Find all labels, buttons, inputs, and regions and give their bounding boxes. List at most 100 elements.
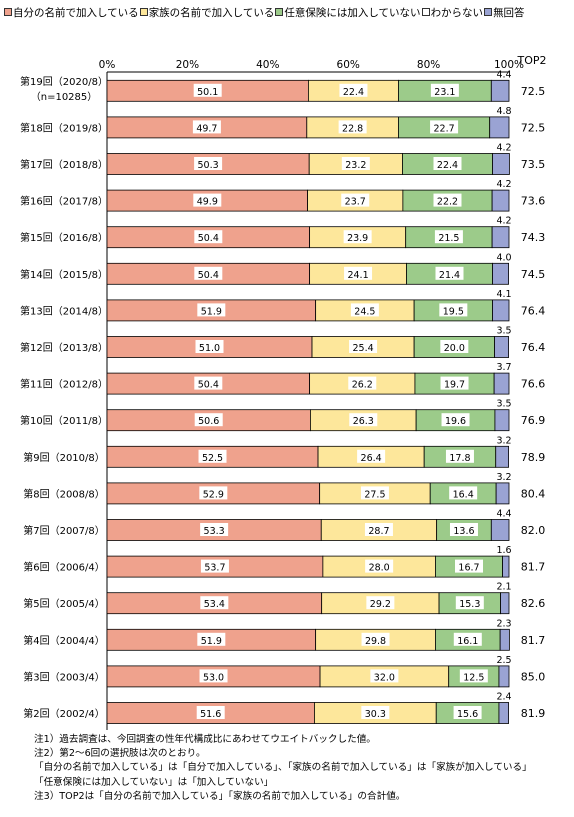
data-label-small: 4.4 — [496, 509, 511, 520]
data-label: 53.4 — [204, 599, 225, 610]
top2-value: 81.7 — [521, 634, 546, 647]
category-label: 第17回（2018/8） — [20, 158, 108, 171]
bar-segment — [492, 153, 510, 175]
data-label: 49.9 — [197, 197, 218, 208]
data-label: 49.7 — [196, 123, 217, 134]
top2-value: 74.5 — [521, 268, 546, 281]
x-tick-label: 0% — [99, 59, 116, 71]
bar-segment — [492, 262, 509, 285]
top2-value: 74.3 — [521, 231, 546, 244]
data-label-bg — [341, 193, 370, 207]
data-label: 27.5 — [364, 489, 385, 500]
data-label-bg — [199, 486, 228, 500]
data-label-bg — [194, 376, 223, 390]
data-label: 26.2 — [352, 380, 373, 391]
bar-segment — [491, 226, 510, 249]
data-label-bg — [434, 230, 463, 244]
legend-swatch — [421, 8, 430, 16]
top2-value: 80.4 — [521, 487, 546, 500]
category-label: 第19回（2020/8） — [20, 75, 108, 88]
category-label: 第18回（2019/8） — [20, 121, 108, 134]
data-label: 51.0 — [199, 343, 220, 354]
note-line-1: 注1）過去調査は、今回調査の性年代構成比にあわせてウエイトバックした値。 — [34, 734, 376, 745]
note-line-2: 注2）第2～6回の選択肢は次のとおり。 — [34, 748, 206, 760]
data-label: 19.6 — [445, 416, 466, 427]
category-label: 第8回（2008/8） — [23, 487, 105, 500]
data-label: 17.8 — [449, 453, 470, 464]
data-label: 29.2 — [370, 599, 391, 610]
data-label-bg — [449, 486, 478, 500]
data-label-bg — [194, 157, 223, 170]
category-label: 第12回（2013/8） — [20, 341, 108, 354]
data-label-bg — [361, 632, 390, 646]
stacked-bar-chart: 0% 20% 40% 60% 80% 100%TOP2 第19回（2020/8） （n=102… — [20, 54, 547, 730]
data-label: 23.1 — [434, 87, 455, 98]
chart-legend: 自分の名前で加入している 家族の名前で加入している 任意保険には加入していない わから… — [4, 4, 570, 20]
chart-notes: 注1）過去調査は、今回調査の性年代構成比にあわせてウエイトバックした値。 注2）… — [34, 733, 532, 804]
data-label-bg — [200, 596, 229, 610]
data-label: 16.4 — [453, 489, 474, 500]
data-label: 15.3 — [459, 599, 480, 610]
top2-value: 76.6 — [521, 378, 546, 391]
note-line-5: 注3）TOP2は「自分の名前で加入している」「家族の名前で加入している」の合計値… — [34, 790, 406, 802]
bar-segment — [490, 519, 510, 541]
data-label-bg — [200, 523, 229, 536]
category-label: 第11回（2012/8） — [20, 378, 108, 391]
data-label-bg — [194, 230, 223, 244]
top2-value: 76.4 — [521, 304, 546, 317]
top2-value: 76.4 — [521, 341, 546, 354]
data-label: 50.4 — [198, 233, 219, 244]
data-label-small: 2.1 — [496, 582, 511, 593]
legend-label: 任意保険には加入していない — [284, 6, 421, 19]
data-label: 50.6 — [198, 416, 219, 427]
top2-value: 82.0 — [521, 524, 546, 537]
data-label-bg — [357, 449, 386, 463]
category-label: 第10回（2011/8） — [20, 414, 108, 427]
legend-item: わからない — [421, 5, 484, 20]
bar-segment — [489, 116, 510, 139]
data-label-bg — [360, 486, 389, 500]
top2-value: 72.5 — [521, 121, 546, 134]
data-label: 21.5 — [438, 233, 459, 244]
x-tick-label: 60% — [337, 59, 360, 71]
data-label-bg — [338, 120, 367, 134]
data-label-small: 4.0 — [496, 252, 511, 263]
data-label: 16.7 — [458, 563, 479, 574]
category-label: 第14回（2015/8） — [20, 268, 108, 281]
data-label-bg — [440, 376, 469, 390]
data-label-bg — [197, 632, 226, 646]
data-label-bg — [441, 413, 470, 427]
top2-value: 78.9 — [521, 451, 546, 464]
data-label-small: 1.6 — [496, 545, 511, 556]
data-label-bg — [430, 83, 459, 97]
data-label-bg — [361, 706, 390, 719]
bar-segment — [495, 482, 510, 505]
data-label-bg — [459, 669, 488, 683]
data-label-bg — [343, 230, 372, 244]
data-label-small: 4.2 — [496, 179, 511, 190]
data-label: 25.4 — [352, 343, 373, 354]
data-label-bg — [365, 559, 394, 573]
category-label: 第15回（2016/8） — [20, 231, 108, 244]
data-label: 51.6 — [200, 709, 221, 720]
top2-value: 82.6 — [521, 597, 546, 610]
top2-value: 81.7 — [521, 561, 546, 574]
bar-segment — [498, 702, 509, 724]
legend-label: 無回答 — [493, 6, 525, 19]
data-label: 53.7 — [204, 563, 225, 574]
bar-segment — [493, 372, 510, 395]
legend-swatch — [139, 8, 148, 16]
data-label-bg — [445, 449, 474, 463]
category-label: 第7回（2007/8） — [23, 524, 105, 537]
bar-segment — [499, 628, 510, 651]
data-label: 19.7 — [444, 380, 465, 391]
data-label-small: 4.4 — [496, 69, 511, 80]
data-label-bg — [200, 559, 229, 573]
top2-value: 73.6 — [521, 195, 546, 208]
data-label: 50.4 — [198, 270, 219, 281]
data-label-bg — [430, 120, 459, 134]
legend-label: わからない — [430, 6, 484, 19]
bar-segment — [494, 409, 510, 432]
data-label: 51.9 — [201, 636, 222, 647]
bar-segment — [492, 299, 510, 322]
